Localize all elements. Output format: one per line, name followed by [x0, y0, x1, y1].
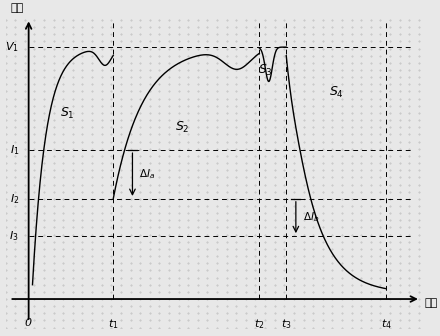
- Text: 0: 0: [25, 318, 32, 328]
- Text: $S_1$: $S_1$: [60, 106, 74, 121]
- Text: $I_3$: $I_3$: [10, 229, 19, 243]
- Text: $I_1$: $I_1$: [10, 143, 19, 157]
- Text: $\Delta I_b$: $\Delta I_b$: [303, 211, 319, 224]
- Text: $t_3$: $t_3$: [281, 318, 292, 331]
- Text: $S_3$: $S_3$: [258, 62, 272, 78]
- Text: $t_2$: $t_2$: [254, 318, 264, 331]
- Text: $V_1$: $V_1$: [5, 40, 19, 54]
- Text: $I_2$: $I_2$: [10, 192, 19, 206]
- Text: 电压: 电压: [10, 3, 23, 13]
- Text: $S_2$: $S_2$: [175, 120, 190, 135]
- Text: 时间: 时间: [425, 298, 438, 308]
- Text: $S_4$: $S_4$: [329, 85, 344, 100]
- Text: $t_4$: $t_4$: [381, 318, 392, 331]
- Text: $\Delta I_a$: $\Delta I_a$: [139, 168, 155, 181]
- Text: $t_1$: $t_1$: [108, 318, 118, 331]
